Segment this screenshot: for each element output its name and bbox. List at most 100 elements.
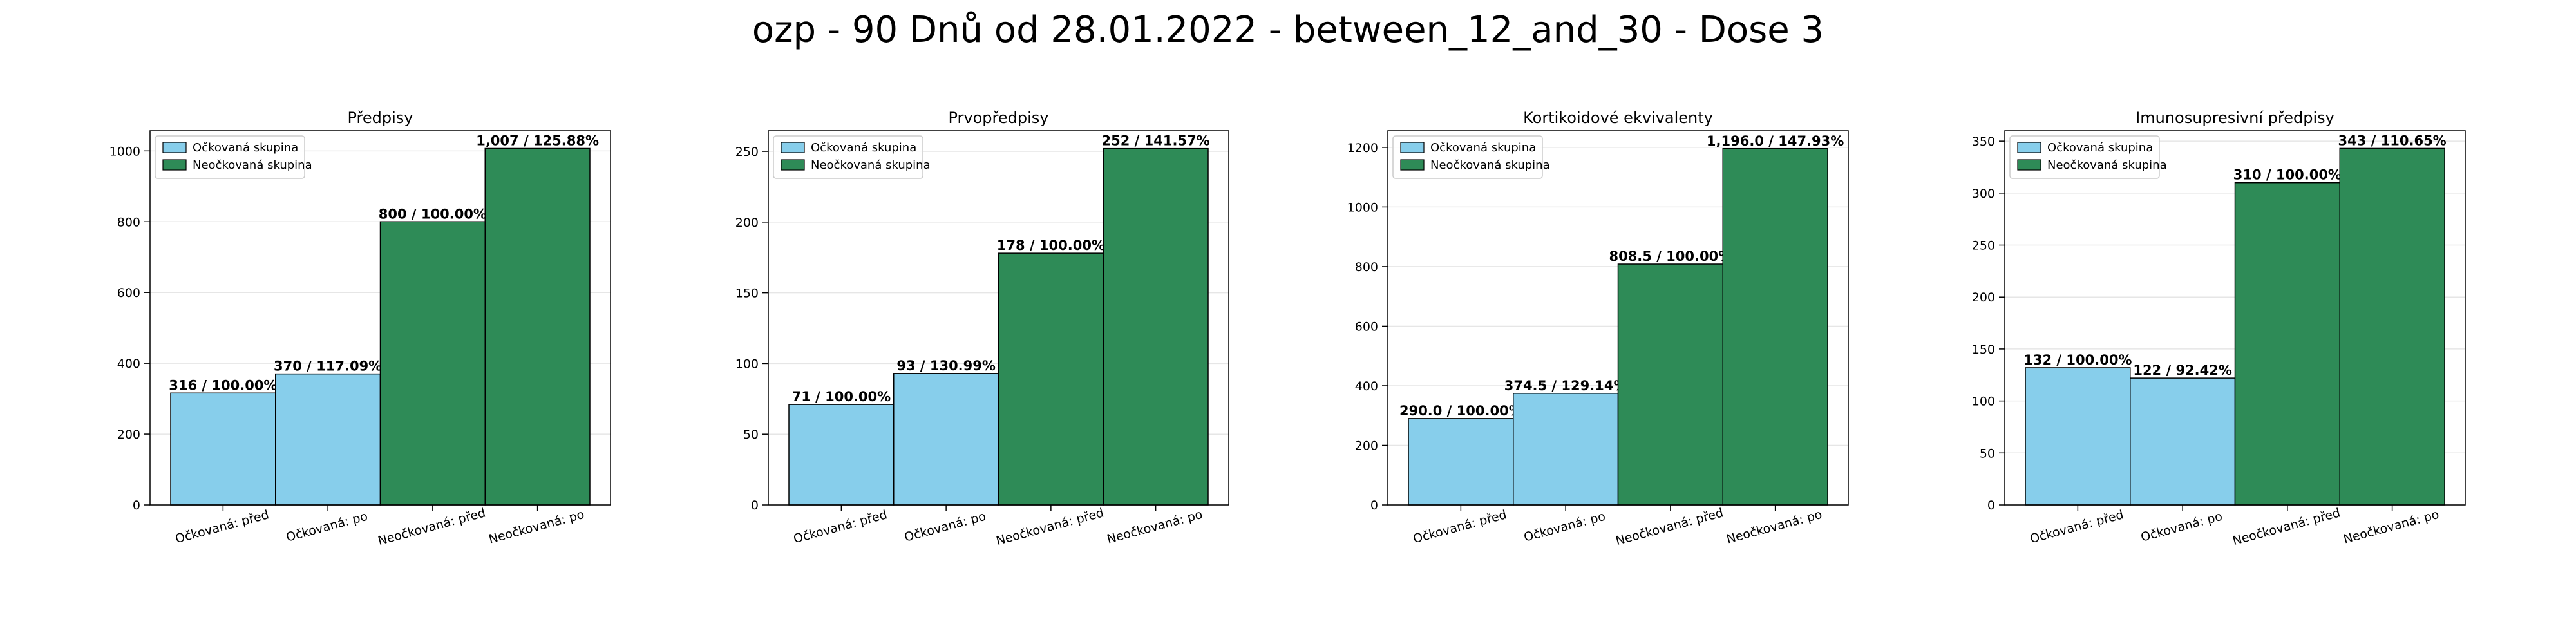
legend-label: Neočkovaná skupina (811, 158, 931, 172)
bar (893, 373, 999, 506)
legend-swatch (162, 159, 187, 171)
chart-title: Předpisy (348, 109, 413, 127)
bar (1103, 147, 1209, 506)
y-tick-label: 600 (117, 286, 140, 300)
y-tick-label: 800 (117, 215, 140, 229)
data-label: 370 / 117.09% (274, 359, 382, 374)
y-tick-label: 600 (1355, 319, 1378, 334)
bar (2025, 367, 2131, 506)
y-tick-label: 300 (1972, 187, 1995, 201)
y-tick-label: 150 (1972, 343, 1995, 357)
y-tick-label: 200 (117, 428, 140, 442)
bar (1513, 393, 1619, 506)
x-tick-label: Očkovaná: před (2029, 507, 2125, 546)
legend-label: Neočkovaná skupina (193, 158, 312, 172)
legend-label: Neočkovaná skupina (1430, 158, 1550, 172)
x-tick-label: Očkovaná: před (174, 507, 270, 546)
x-tick-label: Očkovaná: po (2139, 509, 2224, 545)
bar (379, 221, 486, 506)
y-tick-label: 200 (735, 216, 759, 230)
y-tick-label: 0 (1370, 498, 1378, 513)
bar (1408, 418, 1514, 506)
chart-panel-4: 0 50 100 150 200 250 300 350 132 / 100.00% Očkova… (1972, 109, 2466, 548)
chart-panel-3: 0 200 400 600 800 1000 1200 290.0 / 100.00% Očko… (1347, 109, 1849, 548)
bar (2234, 182, 2340, 506)
x-tick-label: Neočkovaná: po (488, 507, 586, 547)
legend-box (773, 135, 923, 179)
y-tick-label: 800 (1355, 260, 1378, 274)
axes-frame (768, 130, 1229, 506)
data-label: 316 / 100.00% (169, 377, 277, 393)
axes-frame (2004, 130, 2466, 506)
legend-swatch (162, 142, 187, 153)
y-tick-label: 250 (735, 145, 759, 159)
y-tick-label: 350 (1972, 135, 1995, 149)
data-label: 310 / 100.00% (2233, 167, 2342, 183)
y-tick-label: 200 (1355, 439, 1378, 453)
y-tick-label: 1000 (109, 144, 140, 158)
x-tick-label: Očkovaná: po (285, 509, 369, 545)
bar (1722, 148, 1828, 506)
x-tick-label: Neočkovaná: před (376, 506, 487, 548)
legend-box (1392, 135, 1543, 179)
legend-swatch (781, 159, 805, 171)
data-label: 1,196.0 / 147.93% (1707, 133, 1844, 149)
chart-panel-1: 0 200 400 600 800 1000 316 / 100.00% Očkovaná: … (109, 109, 611, 548)
y-tick-label: 1000 (1347, 200, 1378, 214)
x-tick-label: Neočkovaná: před (1614, 506, 1725, 548)
bar (1617, 263, 1723, 506)
y-tick-label: 100 (735, 357, 759, 371)
data-label: 374.5 / 129.14% (1504, 378, 1627, 393)
legend-swatch (1400, 142, 1425, 153)
axes-frame (1387, 130, 1849, 506)
x-tick-label: Neočkovaná: po (1106, 507, 1204, 547)
x-tick-label: Očkovaná: po (1522, 509, 1607, 545)
y-tick-label: 150 (735, 287, 759, 301)
data-label: 178 / 100.00% (997, 238, 1105, 253)
legend-swatch (781, 142, 805, 153)
x-tick-label: Neočkovaná: po (2342, 507, 2441, 547)
y-tick-label: 0 (1987, 498, 1995, 513)
x-tick-label: Neočkovaná: po (1725, 507, 1824, 547)
legend-label: Očkovaná skupina (2047, 141, 2153, 155)
legend-swatch (2017, 159, 2041, 171)
y-tick-label: 1200 (1347, 141, 1378, 155)
legend-label: Očkovaná skupina (811, 141, 916, 155)
data-label: 343 / 110.65% (2338, 133, 2447, 148)
bar (170, 392, 276, 506)
chart-title: Imunosupresivní předpisy (2136, 109, 2334, 127)
axes-frame (149, 130, 611, 506)
y-tick-label: 400 (117, 357, 140, 371)
chart-title: Prvopředpisy (949, 109, 1049, 127)
x-tick-label: Neočkovaná: před (994, 506, 1105, 548)
bar (2130, 377, 2236, 506)
bar (275, 373, 381, 506)
data-label: 93 / 130.99% (896, 358, 996, 374)
legend-swatch (1400, 159, 1425, 171)
y-tick-label: 50 (743, 428, 759, 442)
bar (998, 252, 1104, 506)
chart-panel-2: 0 50 100 150 200 250 71 / 100.00% Očkovaná: pře… (735, 109, 1229, 548)
legend-swatch (2017, 142, 2041, 153)
x-tick-label: Očkovaná: po (903, 509, 987, 545)
chart-title: Kortikoidové ekvivalenty (1523, 109, 1713, 127)
data-label: 132 / 100.00% (2023, 352, 2132, 368)
x-tick-label: Očkovaná: před (792, 507, 889, 546)
x-tick-label: Neočkovaná: před (2231, 506, 2342, 548)
data-label: 800 / 100.00% (379, 206, 487, 222)
figure-title: ozp - 90 Dnů od 28.01.2022 - between_12_… (752, 9, 1824, 51)
y-tick-label: 0 (133, 498, 140, 513)
y-tick-label: 100 (1972, 395, 1995, 409)
data-label: 290.0 / 100.00% (1399, 403, 1522, 419)
legend-label: Neočkovaná skupina (2047, 158, 2167, 172)
y-tick-label: 200 (1972, 290, 1995, 305)
data-label: 71 / 100.00% (792, 389, 891, 404)
y-tick-label: 400 (1355, 379, 1378, 393)
y-tick-label: 250 (1972, 239, 1995, 253)
data-label: 122 / 92.42% (2133, 363, 2232, 378)
legend-box (2009, 135, 2160, 179)
data-label: 808.5 / 100.00% (1609, 249, 1732, 264)
x-tick-label: Očkovaná: před (1412, 507, 1508, 546)
data-label: 252 / 141.57% (1102, 133, 1210, 149)
